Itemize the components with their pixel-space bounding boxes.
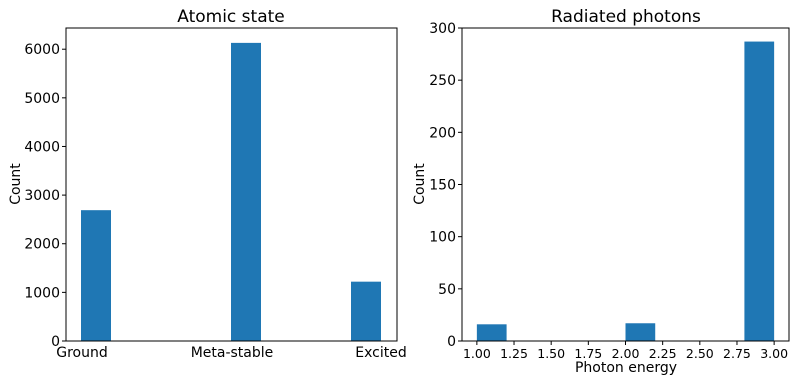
y-tick-label: 4000 xyxy=(24,139,60,155)
y-tick-label: 1000 xyxy=(24,285,60,301)
chart-title: Atomic state xyxy=(177,7,285,27)
y-tick-label: 150 xyxy=(429,178,456,194)
plot-frame xyxy=(65,27,398,342)
x-tick-label: Meta-stable xyxy=(191,345,274,361)
histogram-bar xyxy=(744,41,775,342)
y-tick-label: 250 xyxy=(429,73,456,89)
x-tick-label: 2.50 xyxy=(686,346,714,361)
bar-ground xyxy=(81,210,111,341)
x-tick-label: Ground xyxy=(56,345,108,361)
y-tick-label: 0 xyxy=(51,334,60,350)
y-tick-label: 2000 xyxy=(24,237,60,253)
y-tick-label: 0 xyxy=(447,334,456,350)
histogram-bar xyxy=(625,323,656,341)
y-tick-label: 50 xyxy=(438,282,456,298)
x-tick-label: 2.75 xyxy=(723,346,751,361)
x-tick-label: 1.25 xyxy=(500,346,528,361)
ticks: Ground Meta-stable Excited 0 1000 2000 3000 400… xyxy=(24,42,406,361)
y-axis-label: Count xyxy=(8,163,24,205)
x-tick-label: Excited xyxy=(355,345,406,361)
bars xyxy=(81,42,381,342)
x-axis-label: Photon energy xyxy=(575,360,677,375)
x-tick-label: 1.00 xyxy=(463,346,491,361)
y-tick-label: 6000 xyxy=(24,42,60,58)
atomic-state-chart: Atomic state Count Ground Meta-stable Exci… xyxy=(8,7,407,361)
x-tick-label: 1.50 xyxy=(537,346,565,361)
y-tick-label: 200 xyxy=(429,125,456,141)
y-tick-label: 300 xyxy=(429,21,456,37)
x-tick-label: 2.25 xyxy=(649,346,677,361)
y-axis-label: Count xyxy=(412,163,428,205)
ticks: 1.00 1.25 1.50 1.75 2.00 2.25 2.50 2.75 3.00 0 50 1… xyxy=(429,21,788,361)
bar-excited xyxy=(351,281,381,341)
bars xyxy=(476,41,775,342)
x-tick-label: 1.75 xyxy=(574,346,602,361)
histogram-bar xyxy=(476,324,507,341)
radiated-photons-chart: Radiated photons Count Photon energy 1.0… xyxy=(412,7,790,375)
chart-title: Radiated photons xyxy=(551,7,701,27)
plot-frame xyxy=(461,27,790,342)
x-tick-label: 2.00 xyxy=(612,346,640,361)
bar-meta-stable xyxy=(231,42,261,342)
y-tick-label: 100 xyxy=(429,230,456,246)
x-tick-label: 3.00 xyxy=(760,346,788,361)
y-tick-label: 5000 xyxy=(24,91,60,107)
y-tick-label: 3000 xyxy=(24,188,60,204)
